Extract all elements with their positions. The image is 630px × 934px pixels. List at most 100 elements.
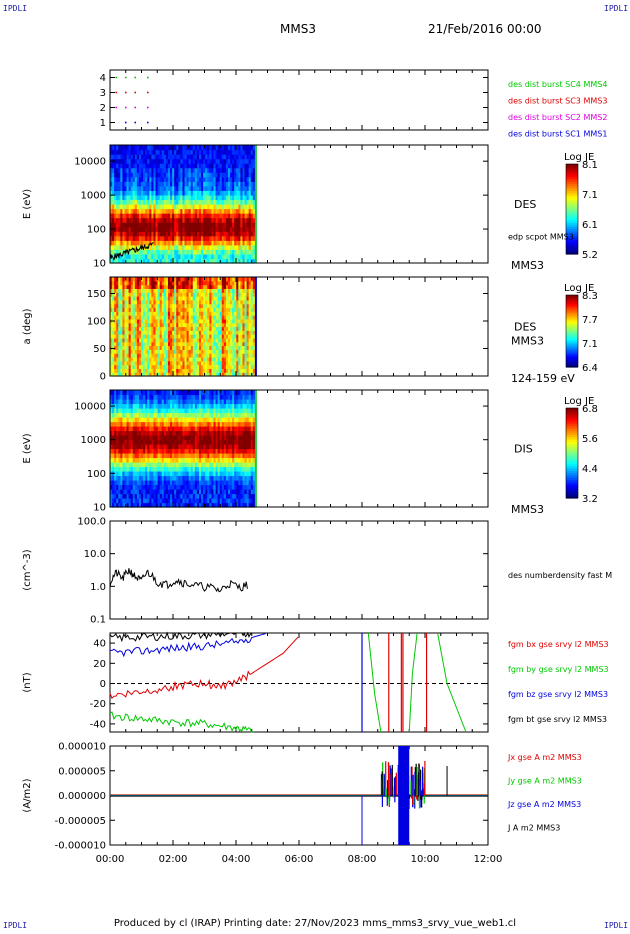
dis-energy-cell xyxy=(151,426,155,432)
dis-energy-cell xyxy=(118,421,121,427)
des-energy-cell xyxy=(215,172,219,178)
des-energy-cell xyxy=(194,253,198,260)
des-pitch-cell xyxy=(118,292,121,297)
des-pitch-cell xyxy=(126,334,130,339)
des-pitch-cell xyxy=(170,345,173,350)
des-energy-cell xyxy=(234,185,237,191)
des-pitch-cell xyxy=(155,322,159,328)
des-energy-cell xyxy=(225,235,229,241)
des-pitch-cell xyxy=(188,368,192,373)
dis-energy-cell xyxy=(167,466,171,472)
des-pitch-cell xyxy=(157,292,161,297)
dis-energy-cell xyxy=(159,466,163,472)
des-pitch-cell xyxy=(240,322,244,328)
des-pitch-cell xyxy=(199,280,202,286)
des-energy-cell xyxy=(147,172,150,178)
dis-energy-cell xyxy=(153,408,157,414)
dis-energy-cell xyxy=(165,399,169,405)
des-energy-cell xyxy=(209,185,213,191)
des-pitch-cell xyxy=(205,341,208,347)
des-pitch-cell xyxy=(244,337,248,343)
dis-energy-cell xyxy=(190,390,194,396)
des-energy-cell xyxy=(178,258,181,264)
des-energy-cell xyxy=(130,258,134,264)
des-energy-cell xyxy=(240,226,244,232)
des-pitch-cell xyxy=(201,326,204,331)
des-pitch-cell xyxy=(182,330,186,335)
dis-energy-cell xyxy=(153,502,157,508)
des-pitch-cell xyxy=(165,353,169,358)
dis-energy-cell xyxy=(147,426,150,432)
des-pitch-cell xyxy=(213,326,217,331)
des-energy-cell xyxy=(112,181,115,187)
des-energy-cell xyxy=(186,244,190,250)
des-pitch-cell xyxy=(207,322,210,328)
des-pitch-cell xyxy=(201,318,204,324)
des-pitch-cell xyxy=(172,330,175,335)
des-pitch-ylabel: a (deg) xyxy=(22,308,33,344)
dis-energy-cell xyxy=(134,394,138,400)
des-energy-cell xyxy=(246,145,250,151)
dis-energy-cell xyxy=(176,493,179,499)
des-pitch-cell xyxy=(194,311,198,316)
des-energy-cell xyxy=(217,176,221,182)
dis-energy-cell xyxy=(116,426,119,432)
des-energy-cell xyxy=(186,240,190,246)
des-energy-cell xyxy=(180,145,184,151)
des-energy-cell xyxy=(209,231,213,237)
des-energy-cell xyxy=(141,258,144,264)
burst-legend-item-1: des dist burst SC3 MMS3 xyxy=(508,97,607,106)
des-pitch-cell xyxy=(145,277,148,282)
des-pitch-cell xyxy=(199,345,202,350)
des-pitch-cell xyxy=(192,292,196,297)
des-energy-cell xyxy=(230,145,233,151)
des-energy-cell xyxy=(114,154,117,160)
des-pitch-cell xyxy=(174,280,177,286)
des-pitch-cell xyxy=(114,349,117,354)
des-energy-cell xyxy=(163,172,167,178)
dis-energy-cell xyxy=(112,466,115,472)
des-pitch-cell xyxy=(172,315,175,320)
des-pitch-cell xyxy=(225,296,229,301)
dis-energy-cell xyxy=(194,484,198,490)
des-pitch-cell xyxy=(230,280,233,286)
des-pitch-cell xyxy=(138,341,142,347)
dis-energy-cell xyxy=(145,466,148,472)
des-energy-cell xyxy=(207,204,210,210)
des-pitch-cell xyxy=(134,280,138,286)
dis-energy-cell xyxy=(134,453,138,459)
des-energy-cell xyxy=(155,172,159,178)
des-pitch-cell xyxy=(221,296,225,301)
dis-energy-cell xyxy=(182,475,186,481)
dis-energy-cell xyxy=(199,444,202,450)
des-pitch-cell xyxy=(161,341,165,347)
des-pitch-cell xyxy=(182,292,186,297)
des-energy-cell xyxy=(223,217,227,223)
des-energy-cell xyxy=(155,213,159,219)
dis-energy-cell xyxy=(190,430,194,436)
des-energy-cell xyxy=(199,208,202,214)
des-energy-cell xyxy=(234,231,237,237)
des-energy-cell xyxy=(199,240,202,246)
dis-energy-cell xyxy=(138,502,142,508)
des-energy-cell xyxy=(188,163,192,169)
des-energy-cell xyxy=(184,208,188,214)
des-pitch-cell xyxy=(110,277,113,282)
des-energy-cell xyxy=(252,185,256,191)
des-pitch-cell xyxy=(188,303,192,309)
des-pitch-cell xyxy=(219,311,223,316)
dis-energy-cell xyxy=(110,394,113,400)
des-energy-cell xyxy=(165,176,169,182)
dis-energy-cell xyxy=(153,412,157,418)
dis-energy-cell xyxy=(149,426,152,432)
des-pitch-cell xyxy=(155,341,159,347)
des-energy-cell xyxy=(151,226,155,232)
des-energy-cell xyxy=(124,194,128,201)
des-energy-cell xyxy=(242,217,246,223)
des-pitch-cell xyxy=(205,292,208,297)
dis-energy-cell xyxy=(122,430,126,436)
dis-energy-cell xyxy=(176,484,179,490)
des-pitch-cell xyxy=(252,299,256,305)
des-pitch-cell xyxy=(116,288,119,293)
dis-energy-cell xyxy=(170,471,173,477)
